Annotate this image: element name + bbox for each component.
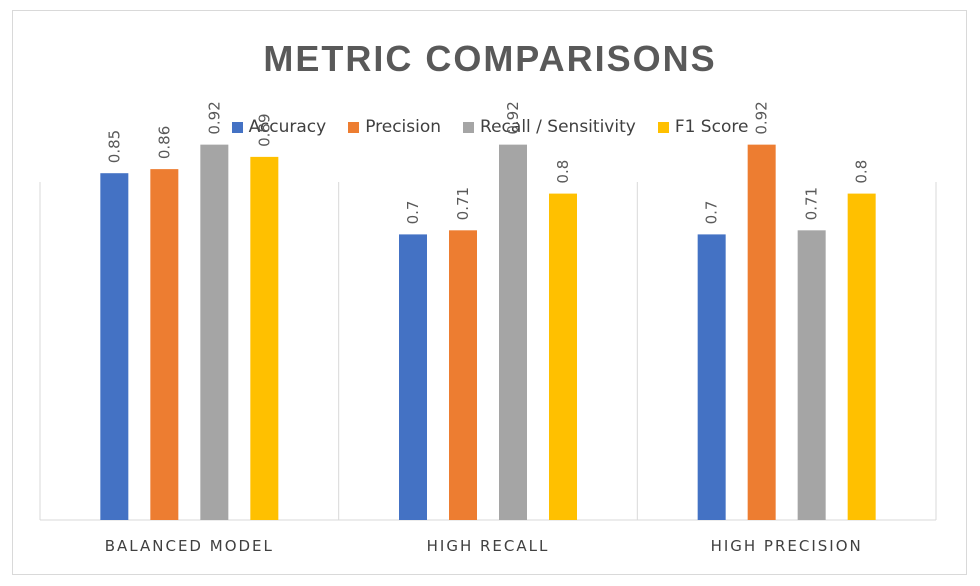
data-label: 0.8: [554, 160, 572, 184]
category-label: BALANCED MODEL: [105, 537, 274, 555]
data-label: 0.92: [504, 101, 522, 134]
data-label: 0.71: [803, 187, 821, 220]
data-label: 0.8: [853, 160, 871, 184]
legend-item-f1: F1 Score: [657, 117, 749, 137]
bar: [399, 234, 427, 520]
bar: [100, 173, 129, 520]
legend-label-f1: F1 Score: [674, 117, 749, 137]
category-label: HIGH RECALL: [427, 537, 550, 555]
data-label: 0.89: [255, 113, 273, 146]
data-label: 0.7: [404, 201, 422, 225]
bar: [449, 230, 477, 520]
data-label: 0.92: [205, 101, 223, 134]
data-label: 0.71: [454, 187, 472, 220]
legend-label-recall: Recall / Sensitivity: [480, 117, 636, 137]
bar: [499, 144, 527, 520]
data-label: 0.92: [753, 101, 771, 134]
bar: [697, 234, 726, 520]
chart-legend: Accuracy Precision Recall / Sensitivity …: [0, 117, 980, 137]
category-label: HIGH PRECISION: [711, 537, 863, 555]
bar: [549, 193, 577, 520]
bar: [150, 169, 179, 520]
legend-swatch-recall: [463, 121, 475, 133]
bar: [250, 156, 279, 520]
legend-label-precision: Precision: [365, 117, 442, 137]
legend-swatch-accuracy: [231, 121, 243, 133]
legend-item-precision: Precision: [348, 117, 441, 137]
bar: [797, 230, 826, 520]
bar: [847, 193, 876, 520]
legend-label-accuracy: Accuracy: [248, 117, 327, 137]
chart-title: METRIC COMPARISONS: [263, 38, 717, 79]
legend-swatch-f1: [657, 121, 669, 133]
data-label: 0.85: [105, 130, 123, 163]
bar: [747, 144, 776, 520]
legend-swatch-precision: [348, 121, 360, 133]
legend-item-accuracy: Accuracy: [231, 117, 327, 137]
legend-item-recall: Recall / Sensitivity: [463, 117, 636, 137]
data-label: 0.7: [703, 201, 721, 225]
data-label: 0.86: [155, 126, 173, 159]
bar: [200, 144, 229, 520]
